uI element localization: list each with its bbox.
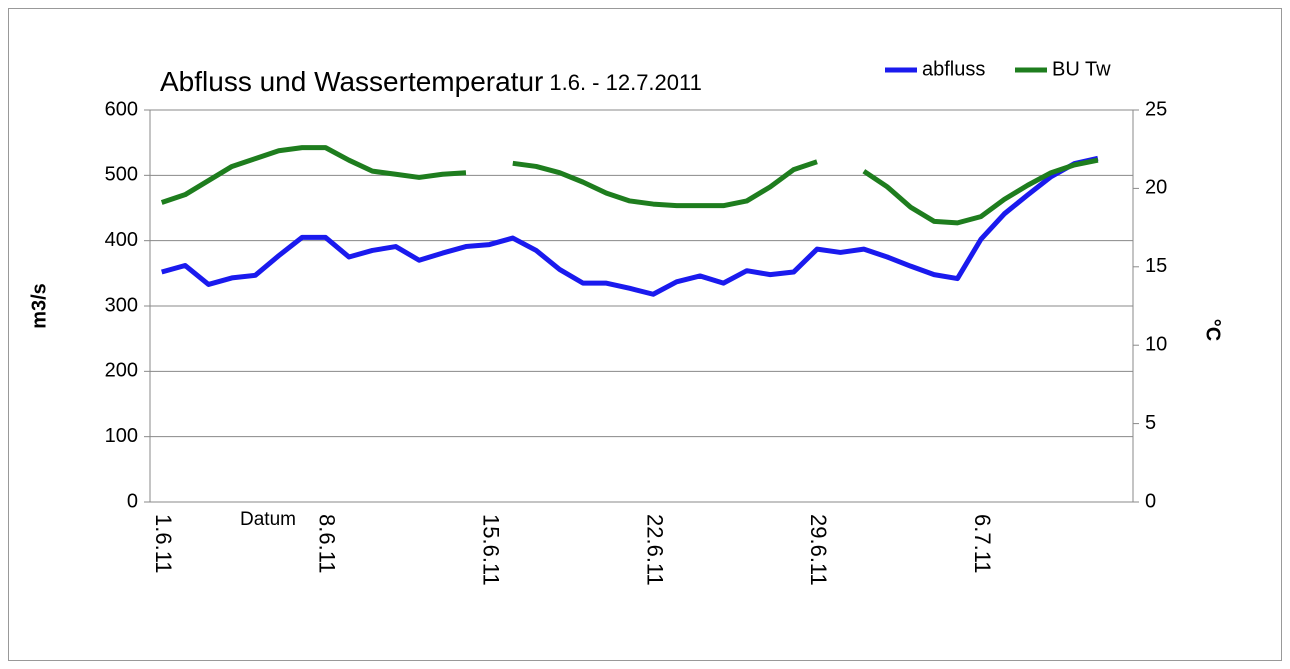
chart-border bbox=[8, 8, 1282, 661]
x-tick-label: 1.6.11 bbox=[151, 514, 176, 574]
title: Abfluss und Wassertemperatur bbox=[160, 66, 543, 97]
series-line bbox=[161, 155, 1099, 297]
y2-tick-label: 15 bbox=[1145, 255, 1167, 277]
y-tick-label: 200 bbox=[105, 360, 138, 382]
x-tick-label: 29.6.11 bbox=[806, 514, 831, 586]
y2-tick-label: 5 bbox=[1145, 412, 1156, 434]
legend-label: abfluss bbox=[922, 58, 985, 80]
subtitle: 1.6. - 12.7.2011 bbox=[549, 70, 702, 95]
y2-tick-label: 10 bbox=[1145, 333, 1167, 355]
legend-label: BU Tw bbox=[1052, 58, 1111, 80]
y-axis-label: m3/s bbox=[28, 283, 50, 329]
x-axis-label: Datum bbox=[240, 509, 296, 530]
x-tick-label: 15.6.11 bbox=[479, 514, 504, 586]
series-line bbox=[862, 157, 1099, 226]
series-line bbox=[160, 145, 467, 205]
y-tick-label: 500 bbox=[105, 164, 138, 186]
x-tick-label: 22.6.11 bbox=[642, 514, 667, 586]
y2-tick-label: 0 bbox=[1145, 490, 1156, 512]
x-tick-label: 6.7.11 bbox=[970, 514, 995, 574]
y-tick-label: 400 bbox=[105, 229, 138, 251]
series-line bbox=[512, 159, 818, 209]
y-tick-label: 0 bbox=[127, 490, 138, 512]
chart-title: Abfluss und Wassertemperatur 1.6. - 12.7.… bbox=[160, 66, 702, 97]
y-tick-label: 600 bbox=[105, 98, 138, 120]
y-tick-label: 300 bbox=[105, 294, 138, 316]
y2-tick-label: 25 bbox=[1145, 98, 1167, 120]
y2-tick-label: 20 bbox=[1145, 177, 1167, 199]
x-tick-label: 8.6.11 bbox=[315, 514, 340, 574]
y-tick-label: 100 bbox=[105, 425, 138, 447]
y2-axis-label: °C bbox=[1202, 319, 1224, 341]
